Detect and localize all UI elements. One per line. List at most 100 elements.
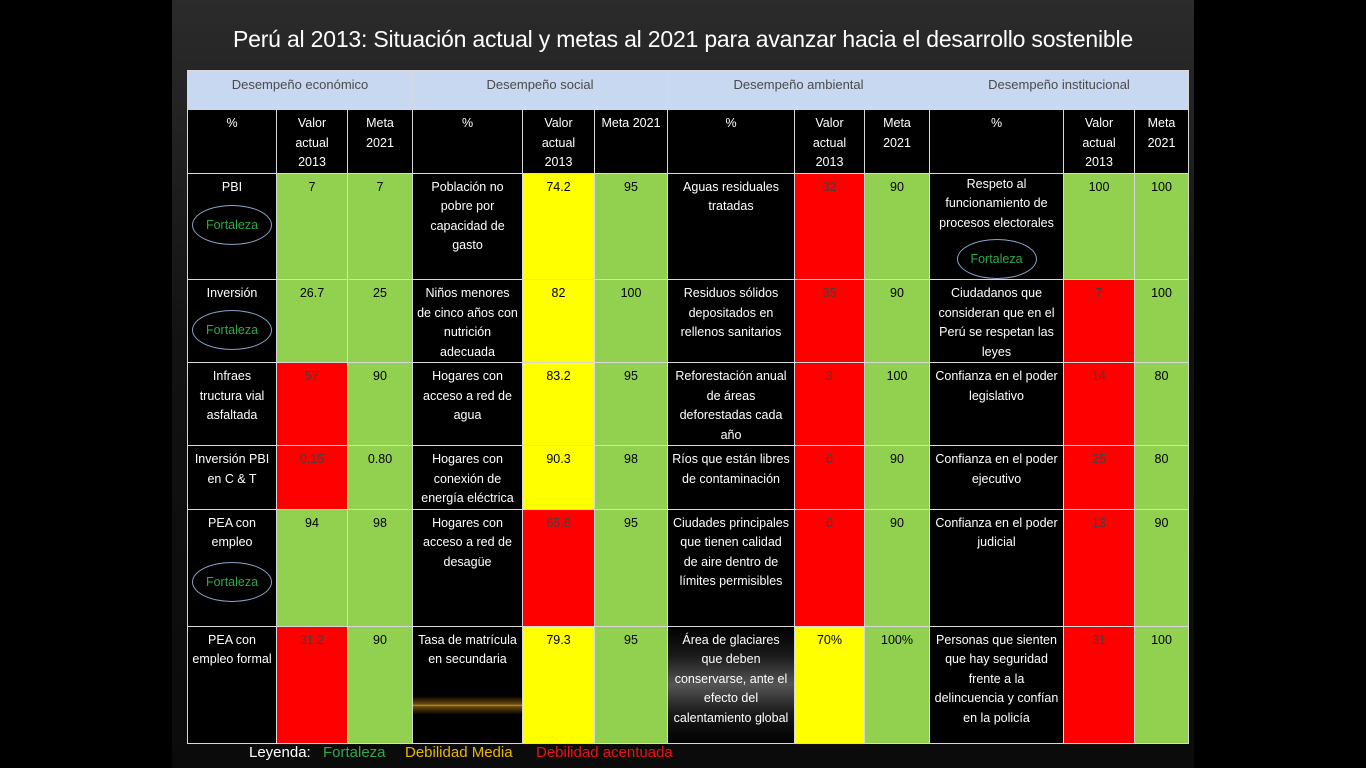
indicator-cell: Infraes tructura vial asfaltada	[187, 362, 277, 446]
legend-debilidad-media: Debilidad Media	[405, 744, 513, 761]
target-cell: 100	[594, 279, 668, 363]
value-cell: 83.2	[522, 362, 595, 446]
target-cell: 100	[864, 362, 930, 446]
target-cell: 98	[347, 508, 413, 627]
indicator-label: PEA con empleo	[208, 515, 256, 550]
indicator-cell: Hogares con acceso a red de agua	[412, 362, 523, 446]
indicator-cell: Residuos sólidos depositados en rellenos…	[667, 279, 795, 363]
value-cell: 3	[794, 362, 865, 446]
value-cell: 65.8	[522, 508, 595, 627]
value-cell: 31.2	[276, 625, 348, 744]
target-cell: 90	[864, 508, 930, 627]
header-pct: %	[187, 109, 277, 174]
indicators-table: Desempeño económico Desempeño social Des…	[187, 70, 1189, 744]
table-row: PBI Fortaleza 7 7 Población no pobre por…	[187, 172, 1189, 280]
value-cell: 74.2	[522, 172, 595, 280]
indicator-cell: Reforestación anual de áreas deforestada…	[667, 362, 795, 446]
value-cell: 70%	[794, 625, 865, 744]
value-cell: 35	[794, 279, 865, 363]
value-cell: 57	[276, 362, 348, 446]
header-valor: Valor actual 2013	[794, 109, 865, 174]
target-cell: 100	[1134, 625, 1189, 744]
indicator-cell: Ciudades principales que tienen calidad …	[667, 508, 795, 627]
value-cell: 0	[794, 508, 865, 627]
value-cell: 82	[522, 279, 595, 363]
target-cell: 90	[864, 279, 930, 363]
table-row: PEA con empleo formal 31.2 90 Tasa de ma…	[187, 625, 1189, 744]
indicator-cell: Población no pobre por capacidad de gast…	[412, 172, 523, 280]
fortaleza-badge: Fortaleza	[956, 239, 1037, 279]
fortaleza-badge: Fortaleza	[192, 205, 272, 245]
slide-title: Perú al 2013: Situación actual y metas a…	[232, 26, 1133, 52]
fortaleza-badge: Fortaleza	[192, 561, 272, 602]
target-cell: 98	[594, 445, 668, 510]
indicator-cell: Respeto al funcionamiento de procesos el…	[929, 172, 1064, 280]
value-cell: 31	[1063, 625, 1135, 744]
target-cell: 7	[347, 172, 413, 280]
indicator-label: Respeto al funcionamiento de procesos el…	[939, 176, 1054, 230]
section-social: Desempeño social	[412, 70, 668, 110]
target-cell: 95	[594, 508, 668, 627]
value-cell: 25	[1063, 445, 1135, 510]
header-pct: %	[412, 109, 523, 174]
target-cell: 95	[594, 625, 668, 744]
indicator-cell: Niños menores de cinco años con nutrició…	[412, 279, 523, 363]
target-cell: 25	[347, 279, 413, 363]
section-economico: Desempeño económico	[187, 70, 413, 110]
indicator-cell: Hogares con conexión de energía eléctric…	[412, 445, 523, 510]
column-header-row: % Valor actual 2013 Meta 2021 % Valor ac…	[187, 109, 1189, 174]
header-meta: Meta 2021	[347, 109, 413, 174]
indicator-cell: Área de glaciares que deben conservarse,…	[667, 625, 795, 744]
value-cell: 94	[276, 508, 348, 627]
indicator-cell: PBI Fortaleza	[187, 172, 277, 280]
indicator-cell: Ríos que están libres de contaminación	[667, 445, 795, 510]
section-ambiental: Desempeño ambiental	[667, 70, 930, 110]
indicator-label: PBI	[221, 179, 243, 194]
indicator-cell: Inversión Fortaleza	[187, 279, 277, 363]
target-cell: 90	[864, 445, 930, 510]
value-cell: 0	[794, 445, 865, 510]
indicator-cell: Hogares con acceso a red de desagüe	[412, 508, 523, 627]
value-cell: 26.7	[276, 279, 348, 363]
target-cell: 95	[594, 172, 668, 280]
target-cell: 95	[594, 362, 668, 446]
target-cell: 90	[347, 625, 413, 744]
indicator-cell: Personas que sienten que hay seguridad f…	[929, 625, 1064, 744]
legend-fortaleza: Fortaleza	[323, 744, 386, 761]
target-cell: 80	[1134, 362, 1189, 446]
indicator-cell: Inversión PBI en C & T	[187, 445, 277, 510]
target-cell: 100	[1134, 279, 1189, 363]
target-cell: 0.80	[347, 445, 413, 510]
header-valor: Valor actual 2013	[1063, 109, 1135, 174]
value-cell: 14	[1063, 362, 1135, 446]
value-cell: 13	[1063, 508, 1135, 627]
target-cell: 90	[347, 362, 413, 446]
target-cell: 80	[1134, 445, 1189, 510]
indicator-cell: Aguas residuales tratadas	[667, 172, 795, 280]
value-cell: 7	[1063, 279, 1135, 363]
indicator-cell: Ciudadanos que consideran que en el Perú…	[929, 279, 1064, 363]
header-meta: Meta 2021	[594, 109, 668, 174]
target-cell: 100	[1134, 172, 1189, 280]
legend-debilidad-acentuada: Debilidad acentuada	[536, 744, 673, 761]
value-cell: 79.3	[522, 625, 595, 744]
indicator-cell: Tasa de matrícula en secundaria	[412, 625, 523, 744]
header-meta: Meta 2021	[864, 109, 930, 174]
indicator-label: Inversión	[206, 286, 258, 300]
value-cell: 90.3	[522, 445, 595, 510]
header-valor: Valor actual 2013	[276, 109, 348, 174]
target-cell: 100%	[864, 625, 930, 744]
section-institucional: Desempeño institucional	[929, 70, 1189, 110]
table-row: Inversión PBI en C & T 0.15 0.80 Hogares…	[187, 445, 1189, 510]
table-row: Infraes tructura vial asfaltada 57 90 Ho…	[187, 362, 1189, 446]
indicator-cell: Confianza en el poder legislativo	[929, 362, 1064, 446]
indicator-cell: PEA con empleo Fortaleza	[187, 508, 277, 627]
value-cell: 32	[794, 172, 865, 280]
table-row: PEA con empleo Fortaleza 94 98 Hogares c…	[187, 508, 1189, 627]
value-cell: 0.15	[276, 445, 348, 510]
table-row: Inversión Fortaleza 26.7 25 Niños menore…	[187, 279, 1189, 363]
header-pct: %	[929, 109, 1064, 174]
indicator-cell: PEA con empleo formal	[187, 625, 277, 744]
value-cell: 100	[1063, 172, 1135, 280]
legend-label: Leyenda:	[249, 744, 311, 761]
